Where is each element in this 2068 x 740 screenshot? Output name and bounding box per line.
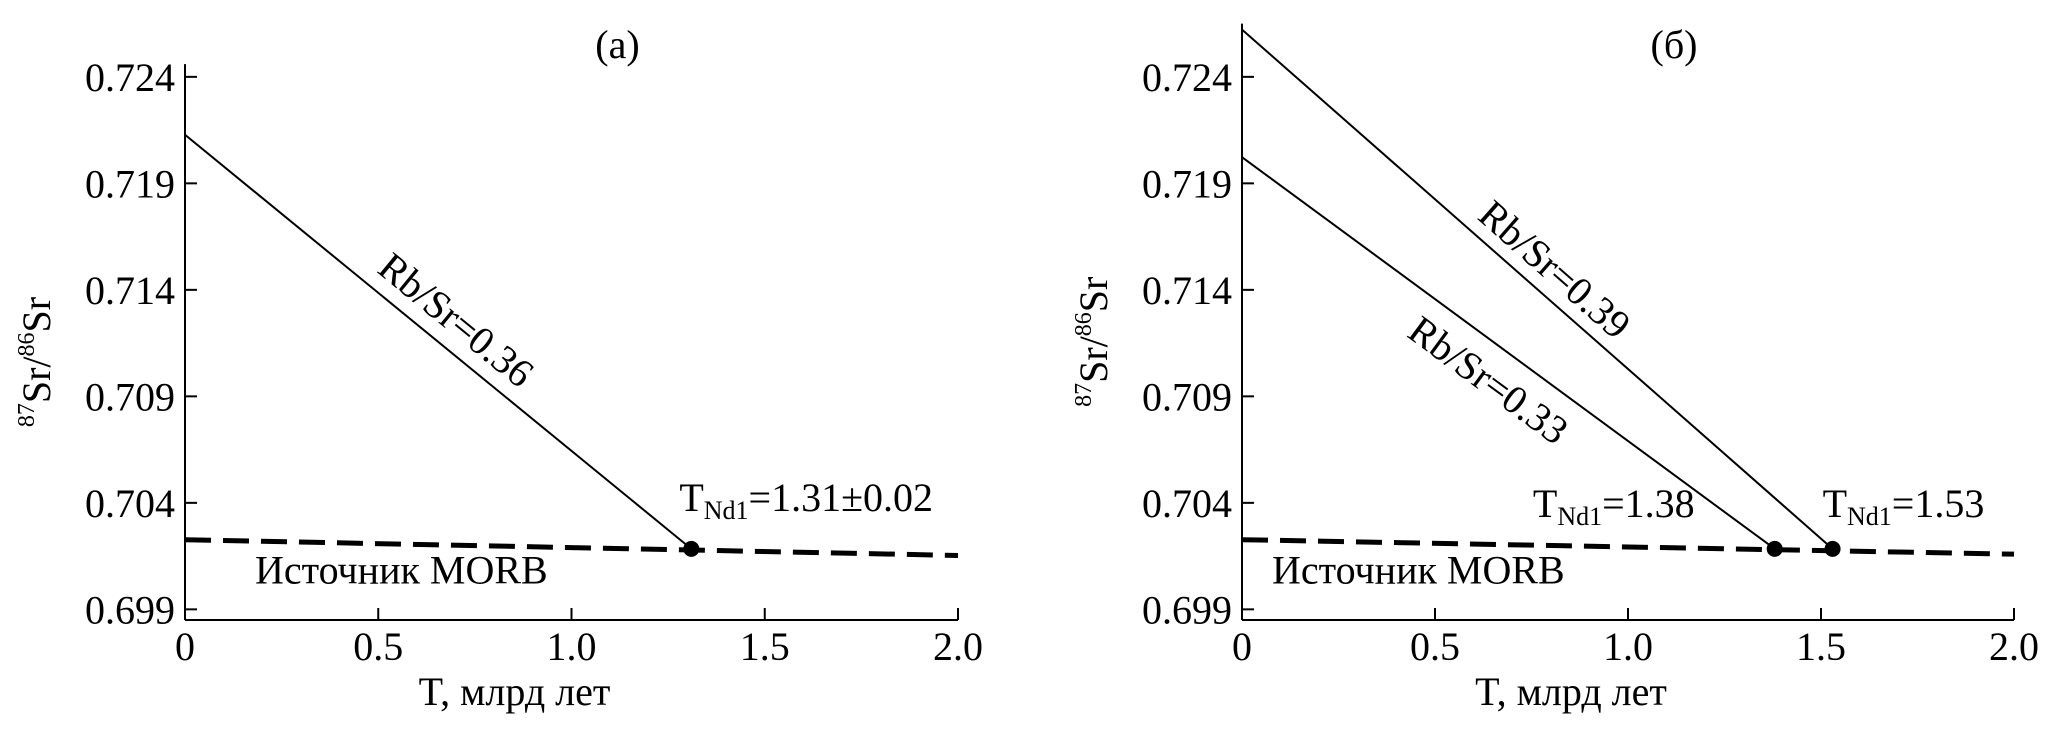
isotope-number: 87	[14, 403, 40, 427]
x-tick-label: 1.5	[740, 624, 790, 669]
element: Sr/	[1071, 335, 1116, 383]
isotope-number: 86	[1071, 312, 1097, 336]
x-axis-label: T, млрд лет	[1475, 669, 1667, 714]
y-axis-label: 87Sr/86Sr	[14, 297, 59, 427]
x-tick-label: 0.5	[353, 624, 403, 669]
label-rest: =1.31±0.02	[749, 475, 934, 520]
point-label: TNd1=1.31±0.02	[679, 475, 933, 525]
x-tick-label: 1.0	[547, 624, 597, 669]
x-tick-label: 1.0	[1603, 624, 1653, 669]
y-tick-label: 0.724	[85, 55, 175, 100]
element: Sr	[14, 297, 59, 333]
isotope-number: 86	[14, 332, 40, 356]
label-sub: Nd1	[1557, 502, 1602, 531]
x-tick-label: 0	[1232, 624, 1252, 669]
series-line	[1241, 156, 1776, 550]
point-label: TNd1=1.53	[1823, 481, 1985, 531]
series-label: Rb/Sr=0.39	[1470, 191, 1639, 348]
series-label: Источник MORB	[255, 548, 548, 593]
label-rest: =1.53	[1892, 481, 1985, 526]
point-label: TNd1=1.38	[1533, 481, 1695, 531]
x-tick-label: 2.0	[933, 624, 983, 669]
point	[1824, 540, 1841, 557]
point	[683, 540, 700, 557]
y-tick-label: 0.699	[85, 587, 175, 632]
label-sub: Nd1	[704, 496, 749, 525]
x-tick-label: 0	[175, 624, 195, 669]
x-axis-label: T, млрд лет	[419, 669, 611, 714]
element: Sr/	[14, 356, 59, 404]
x-tick-label: 0.5	[1410, 624, 1460, 669]
y-tick-label: 0.704	[85, 481, 175, 526]
chart-title: (б)	[1651, 22, 1698, 67]
label-base: T	[1823, 481, 1847, 526]
series-line	[184, 537, 959, 558]
y-tick-label: 0.719	[1142, 161, 1232, 206]
y-tick-label: 0.709	[1142, 374, 1232, 419]
y-tick-label: 0.714	[1142, 268, 1232, 313]
y-tick-label: 0.699	[1142, 587, 1232, 632]
point	[1766, 540, 1783, 557]
series-line	[1241, 537, 2015, 557]
isotope-number: 87	[1071, 383, 1097, 407]
series-label: Источник MORB	[1272, 548, 1565, 593]
element: Sr	[1071, 277, 1116, 313]
series-label: Rb/Sr=0.36	[370, 243, 542, 396]
y-tick-label: 0.714	[85, 268, 175, 313]
label-base: T	[679, 475, 703, 520]
y-tick-label: 0.724	[1142, 55, 1232, 100]
label-sub: Nd1	[1847, 502, 1892, 531]
label-base: T	[1533, 481, 1557, 526]
x-tick-label: 2.0	[1989, 624, 2039, 669]
y-axis-label: 87Sr/86Sr	[1071, 277, 1116, 407]
label-rest: =1.38	[1602, 481, 1695, 526]
y-tick-label: 0.704	[1142, 481, 1232, 526]
series-line	[1241, 28, 1834, 550]
series-label: Rb/Sr=0.33	[1400, 307, 1576, 453]
y-tick-label: 0.709	[85, 374, 175, 419]
chart-title: (a)	[595, 22, 639, 67]
series-line	[184, 134, 692, 550]
y-tick-label: 0.719	[85, 161, 175, 206]
x-tick-label: 1.5	[1796, 624, 1846, 669]
